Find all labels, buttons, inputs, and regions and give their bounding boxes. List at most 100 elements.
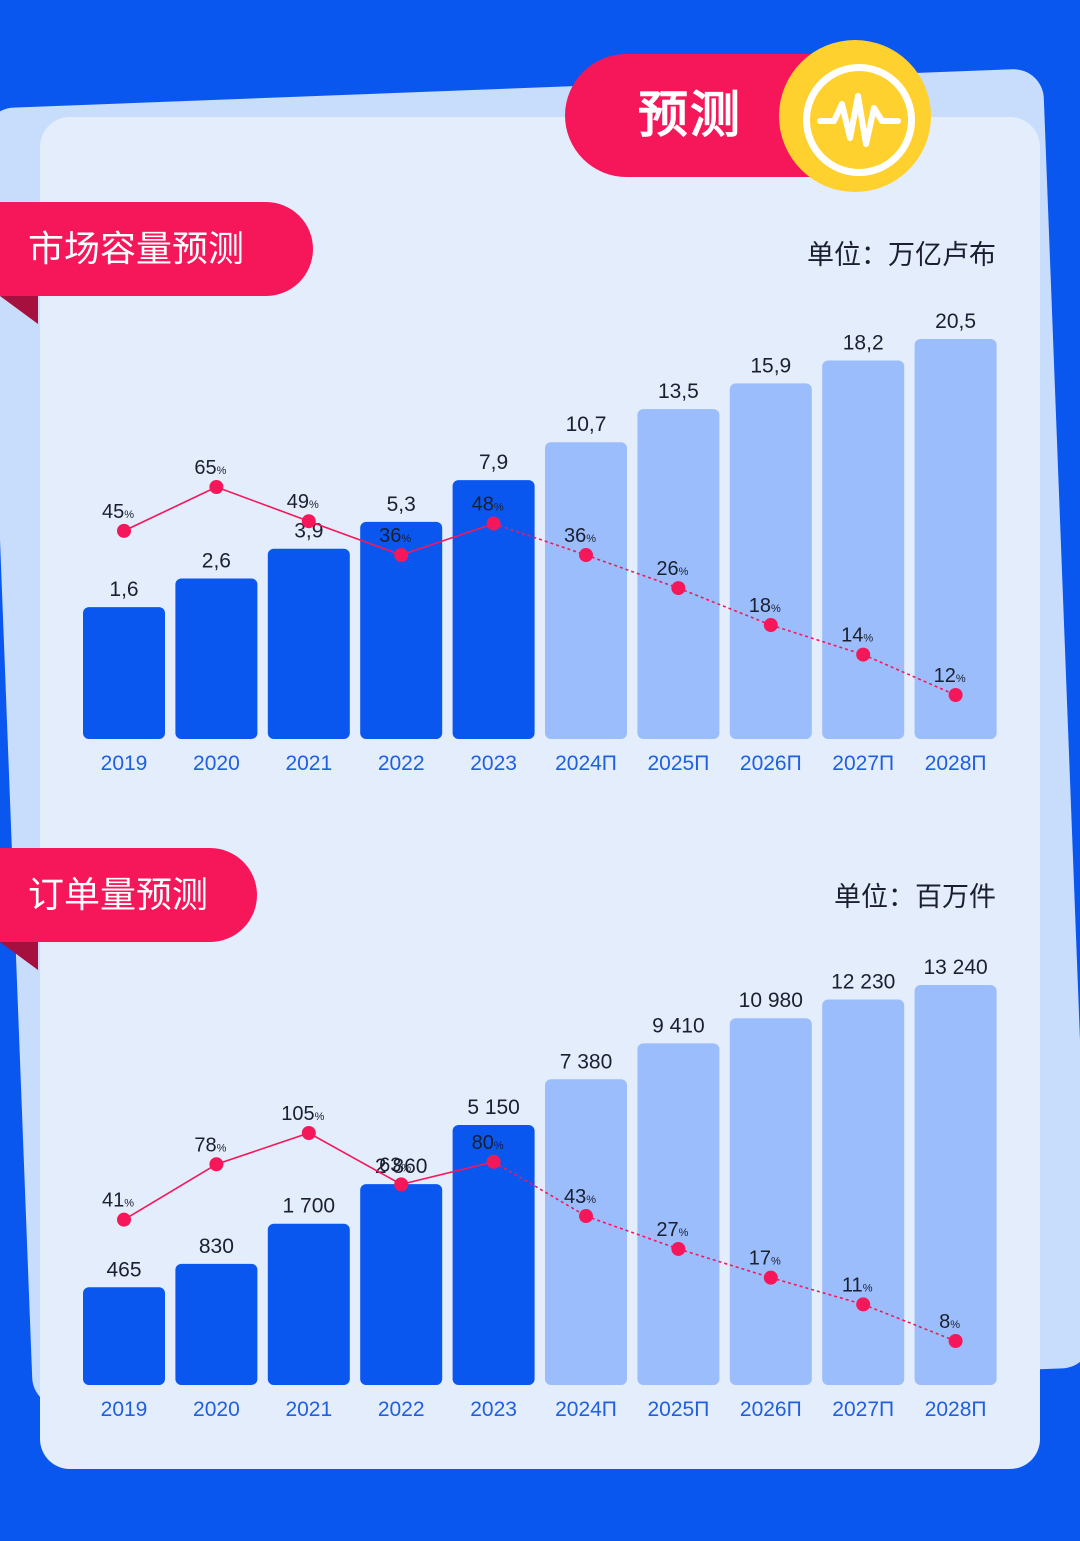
- bar: [175, 1263, 258, 1385]
- bar-value-label: 465: [106, 1258, 141, 1281]
- percent-suffix: %: [124, 1198, 134, 1210]
- x-tick-label: 2027П: [832, 752, 894, 775]
- pulse-wave-icon: [803, 64, 915, 176]
- x-tick-label: 2026П: [740, 752, 802, 775]
- growth-line-segment: [862, 653, 956, 696]
- x-tick-label: 2020: [193, 1398, 240, 1421]
- bar: [83, 1287, 165, 1385]
- percent-suffix: %: [679, 1227, 689, 1239]
- growth-line-segment: [585, 1215, 679, 1250]
- bar-value-label: 5 150: [467, 1096, 520, 1119]
- growth-line-segment: [585, 554, 679, 589]
- growth-point: [948, 1334, 963, 1348]
- growth-label: 105%: [281, 1103, 324, 1125]
- bar-value-label: 7 380: [560, 1050, 613, 1073]
- x-tick-label: 2019: [101, 1398, 148, 1421]
- growth-point: [856, 1297, 871, 1312]
- section-label-order-volume: 订单量预测: [0, 848, 257, 942]
- section-label-market-size: 市场容量预测: [0, 202, 313, 296]
- x-tick-label: 2021: [285, 1398, 332, 1421]
- growth-point: [117, 1212, 131, 1227]
- growth-line-segment: [678, 1248, 772, 1279]
- percent-suffix: %: [315, 1111, 325, 1123]
- x-tick-label: 2027П: [832, 1398, 894, 1421]
- x-tick-label: 2025П: [647, 752, 709, 775]
- chart-order-volume: 465 2019 830 2020 1 700 2021 2 860 2022 5 150 202…: [83, 956, 997, 1421]
- growth-point: [579, 1209, 593, 1224]
- growth-label: 45%: [102, 501, 134, 523]
- growth-label: 65%: [194, 457, 226, 479]
- percent-suffix: %: [586, 533, 596, 545]
- bar: [452, 480, 535, 739]
- unit-label-market-size: 单位：万亿卢布: [807, 240, 996, 270]
- x-tick-label: 2025П: [647, 1398, 709, 1421]
- section-label-fold: [0, 942, 38, 970]
- bar: [452, 1124, 535, 1385]
- x-tick-label: 2021: [285, 752, 332, 775]
- percent-suffix: %: [217, 465, 227, 477]
- bar-value-label: 10,7: [566, 413, 607, 436]
- bar-value-label: 12 230: [831, 970, 895, 993]
- growth-label: 41%: [102, 1190, 134, 1212]
- bar: [729, 383, 812, 739]
- growth-point: [394, 548, 409, 563]
- percent-suffix: %: [309, 499, 319, 511]
- unit-label-order-volume: 单位：百万件: [834, 882, 996, 912]
- growth-label: 78%: [194, 1134, 226, 1156]
- chart-market-size: 1,6 2019 2,6 2020 3,9 2021 5,3 2022 7,9 2023 10,7 2…: [83, 310, 997, 775]
- bar: [175, 578, 258, 739]
- growth-line-segment: [770, 624, 864, 656]
- percent-suffix: %: [124, 509, 134, 521]
- percent-suffix: %: [586, 1194, 596, 1206]
- percent-suffix: %: [771, 1256, 781, 1268]
- percent-suffix: %: [494, 1140, 504, 1152]
- x-tick-label: 2023: [470, 1398, 517, 1421]
- growth-point: [394, 1177, 409, 1192]
- bar-value-label: 5,3: [387, 493, 416, 516]
- growth-point: [671, 1241, 686, 1256]
- bar-value-label: 15,9: [750, 354, 791, 377]
- growth-point: [301, 514, 316, 529]
- growth-line-segment: [216, 1132, 310, 1166]
- percent-suffix: %: [217, 1142, 227, 1154]
- growth-line-segment: [493, 522, 587, 556]
- x-tick-label: 2028П: [925, 1398, 987, 1421]
- bar-value-label: 1,6: [109, 578, 138, 601]
- growth-line-segment: [400, 522, 494, 556]
- percent-suffix: %: [401, 1162, 411, 1174]
- bar: [545, 442, 627, 739]
- growth-point: [209, 480, 224, 494]
- bar: [729, 1018, 812, 1385]
- bar-value-label: 9 410: [652, 1014, 705, 1037]
- bar: [914, 339, 997, 739]
- x-tick-label: 2020: [193, 752, 240, 775]
- growth-point: [948, 688, 963, 702]
- bar-value-label: 13,5: [658, 380, 699, 403]
- growth-line-segment: [216, 486, 310, 522]
- growth-line-segment: [123, 486, 217, 532]
- growth-point: [486, 1154, 501, 1169]
- growth-line-segment: [308, 1132, 402, 1186]
- x-tick-label: 2028П: [925, 752, 987, 775]
- bar-value-label: 3,9: [294, 520, 323, 543]
- bar: [822, 999, 905, 1385]
- growth-point: [117, 523, 131, 538]
- bar: [267, 548, 350, 739]
- growth-line-segment: [308, 520, 402, 556]
- bar: [914, 985, 997, 1385]
- bar-value-label: 1 700: [283, 1195, 336, 1218]
- bar: [822, 360, 905, 739]
- percent-suffix: %: [679, 566, 689, 578]
- growth-line-segment: [770, 1276, 864, 1306]
- x-tick-label: 2024П: [555, 1398, 617, 1421]
- percent-suffix: %: [494, 502, 504, 514]
- page-title: 预测: [638, 87, 742, 143]
- percent-suffix: %: [401, 533, 411, 545]
- growth-point: [763, 618, 778, 633]
- x-tick-label: 2022: [378, 752, 425, 775]
- bar-value-label: 2 860: [375, 1155, 428, 1178]
- bar: [545, 1079, 627, 1385]
- growth-point: [763, 1270, 778, 1285]
- bar: [267, 1223, 350, 1385]
- growth-label: 49%: [287, 491, 319, 513]
